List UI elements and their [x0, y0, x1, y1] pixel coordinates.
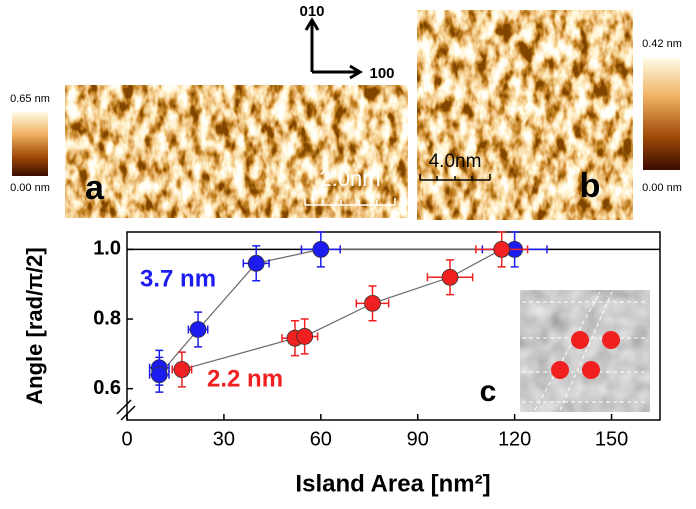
colorbar-min: 0.00 nm	[10, 182, 50, 194]
series-label: 3.7 nm	[140, 265, 216, 292]
axis-break	[116, 399, 136, 421]
inset-background	[520, 290, 650, 412]
data-point	[493, 241, 511, 258]
x-tick-label: 0	[121, 428, 132, 450]
y-tick-label: 0.6	[93, 377, 121, 399]
colorbar	[643, 58, 680, 170]
data-point	[441, 268, 459, 286]
colorbar-min: 0.00 nm	[642, 182, 682, 194]
panel-label: b	[580, 167, 601, 205]
data-point	[173, 361, 191, 378]
x-tick-label: 30	[213, 428, 235, 450]
direction-arrows	[304, 17, 363, 80]
panel-label: a	[85, 169, 105, 207]
stm-image	[417, 10, 633, 220]
scale-bar	[304, 198, 396, 206]
data-point	[247, 254, 265, 272]
colorbar-max: 0.65 nm	[10, 93, 50, 105]
x-tick-label: 150	[595, 428, 628, 450]
inset-dot	[602, 331, 620, 349]
x-axis-label: Island Area [nm²]	[295, 470, 490, 497]
colorbar-max: 0.42 nm	[642, 38, 682, 50]
data-point	[189, 321, 207, 338]
y-tick-label: 0.8	[93, 307, 121, 329]
scale-bar-label: 2.0nm	[319, 166, 380, 191]
data-point	[150, 366, 168, 384]
data-point	[296, 328, 314, 345]
panel-label: c	[480, 375, 497, 408]
scale-bar	[419, 174, 491, 181]
series-label: 2.2 nm	[207, 365, 283, 392]
y-axis-label: Angle [rad/π/2]	[22, 247, 47, 404]
inset-dot	[571, 331, 589, 349]
x-tick-label: 60	[310, 428, 332, 450]
direction-label: 100	[369, 65, 394, 82]
scale-bar-label: 4.0nm	[429, 151, 482, 172]
colorbar	[12, 112, 48, 176]
plot-frame	[126, 231, 661, 421]
inset-dot	[551, 361, 569, 379]
x-tick-label: 90	[407, 428, 429, 450]
x-tick-label: 120	[498, 428, 531, 450]
data-point	[312, 241, 330, 258]
inset-image	[520, 290, 650, 412]
data-point	[364, 294, 381, 312]
direction-label: 010	[299, 3, 324, 20]
y-tick-label: 1.0	[93, 238, 121, 260]
stm-image	[65, 85, 408, 218]
connecting-line	[181, 248, 502, 371]
inset-dot	[582, 361, 600, 379]
